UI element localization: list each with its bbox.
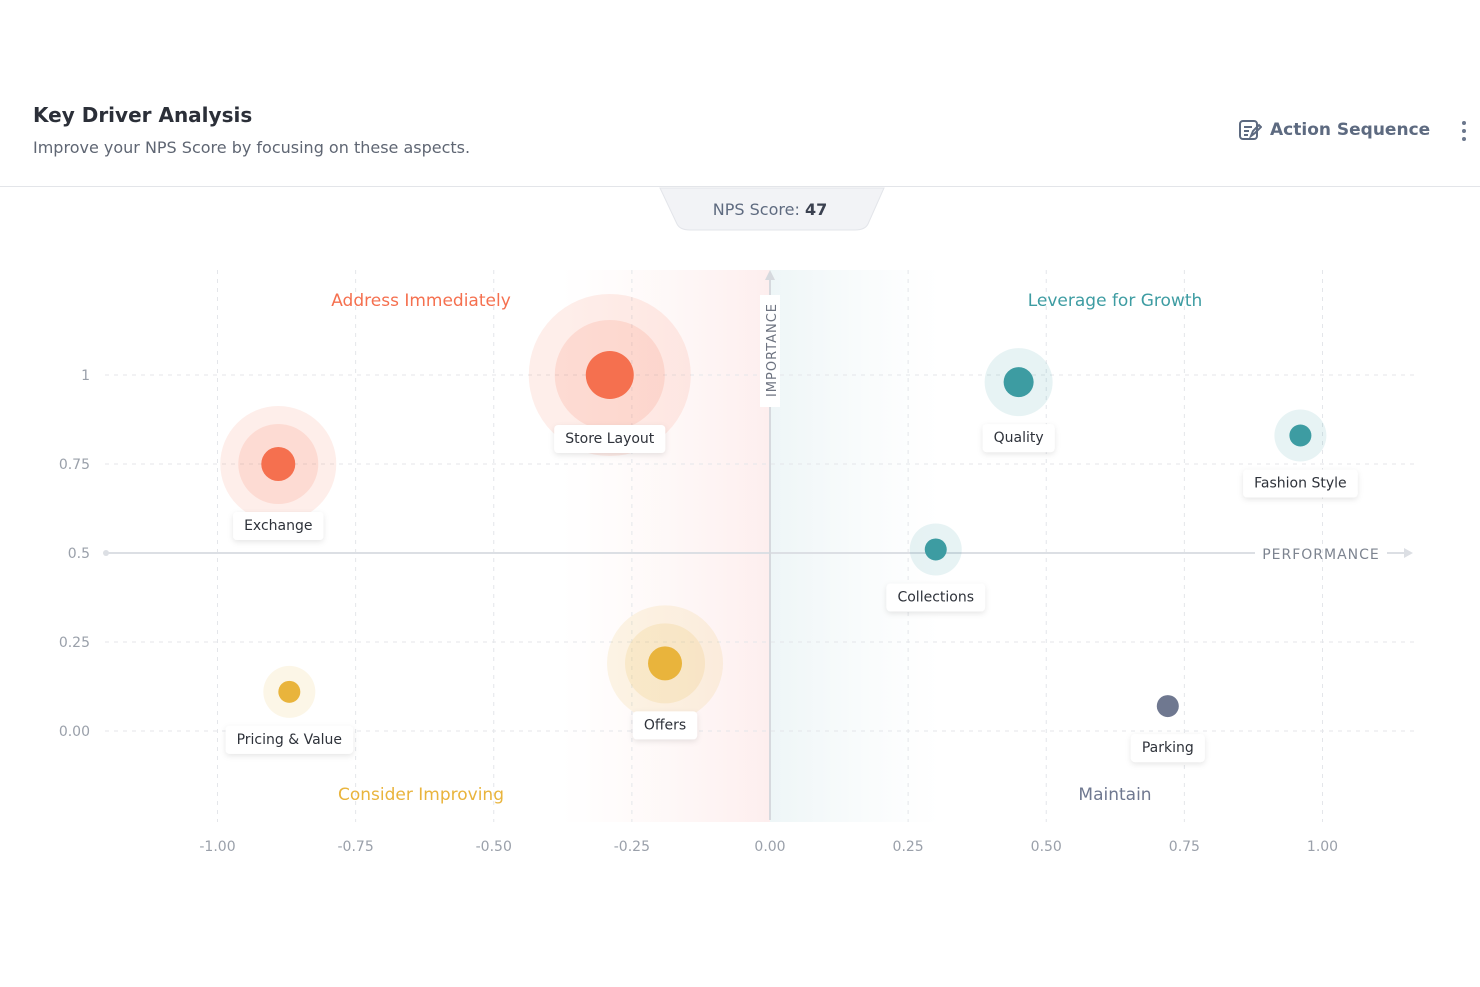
point-marker (648, 646, 683, 681)
quadrant-label-bottom-right: Maintain (1078, 785, 1151, 805)
page-title: Key Driver Analysis (33, 103, 253, 127)
x-tick-label: -0.25 (614, 839, 650, 855)
data-point: Pricing & Value (225, 665, 354, 754)
quadrant-label-bottom-left: Consider Improving (338, 785, 504, 805)
y-axis-arrow-icon (765, 270, 775, 280)
x-tick-label: 1.00 (1307, 839, 1338, 855)
point-label: Exchange (244, 518, 312, 534)
point-marker (585, 351, 634, 399)
svg-text:NPS Score: 47: NPS Score: 47 (713, 200, 827, 219)
x-axis-start-dot (103, 550, 109, 556)
point-label-bg (632, 711, 698, 740)
point-marker (1003, 367, 1034, 398)
quadrant-label-top-right: Leverage for Growth (1028, 291, 1203, 311)
x-tick-label: 0.25 (893, 839, 924, 855)
y-axis-label: IMPORTANCE (765, 303, 780, 397)
point-marker (924, 538, 947, 561)
data-point: Collections (886, 523, 986, 612)
point-label: Offers (644, 717, 686, 733)
x-tick-label: 0.00 (754, 839, 785, 855)
point-label: Pricing & Value (237, 732, 342, 748)
point-label: Store Layout (565, 431, 655, 447)
data-point: Exchange (220, 406, 337, 540)
header-divider (0, 186, 1480, 187)
x-tick-label: 0.75 (1169, 839, 1200, 855)
quadrant-label-top-left: Address Immediately (331, 291, 511, 311)
x-axis-arrow-icon (1404, 548, 1413, 558)
x-tick-label: -0.50 (476, 839, 512, 855)
nps-value: 47 (805, 200, 827, 219)
point-label-bg (982, 424, 1055, 453)
point-label: Collections (897, 589, 974, 605)
y-axis-label-bg (760, 295, 780, 407)
data-point: Store Layout (528, 294, 691, 456)
point-label-bg (554, 425, 666, 453)
data-point: Parking (1130, 695, 1205, 763)
x-tick-label: -1.00 (199, 839, 235, 855)
point-label: Quality (994, 430, 1044, 446)
nps-label: NPS Score: (713, 200, 800, 219)
x-tick-label: -0.75 (338, 839, 374, 855)
data-point: Quality (982, 348, 1055, 453)
point-label-bg (225, 725, 354, 754)
x-axis-label: PERFORMANCE (1262, 547, 1380, 563)
data-point: Fashion Style (1243, 409, 1358, 498)
data-point: Offers (607, 605, 724, 740)
y-tick-label: 0.75 (59, 457, 90, 473)
point-label: Fashion Style (1254, 476, 1346, 492)
point-marker (278, 680, 301, 703)
edit-note-icon (1239, 120, 1262, 140)
y-tick-label: 0.5 (68, 546, 90, 562)
y-tick-label: 0.25 (59, 635, 90, 651)
leverage-zone-shading (770, 270, 940, 822)
y-tick-label: 0.00 (59, 724, 90, 740)
kebab-menu-icon[interactable] (1455, 119, 1473, 145)
point-label-bg (1130, 734, 1205, 763)
action-sequence-button[interactable]: Action Sequence (1238, 118, 1430, 142)
point-label-bg (886, 583, 986, 612)
point-marker (1156, 695, 1179, 718)
y-tick-label: 1 (81, 368, 90, 384)
point-marker (1289, 424, 1312, 447)
page-subtitle: Improve your NPS Score by focusing on th… (33, 138, 471, 157)
point-label-bg (233, 512, 324, 540)
action-sequence-label: Action Sequence (1270, 120, 1431, 140)
nps-score-tab: NPS Score: 47 (659, 187, 885, 231)
point-marker (261, 447, 296, 481)
point-label-bg (1243, 469, 1358, 498)
x-tick-label: 0.50 (1031, 839, 1062, 855)
point-label: Parking (1142, 740, 1194, 756)
